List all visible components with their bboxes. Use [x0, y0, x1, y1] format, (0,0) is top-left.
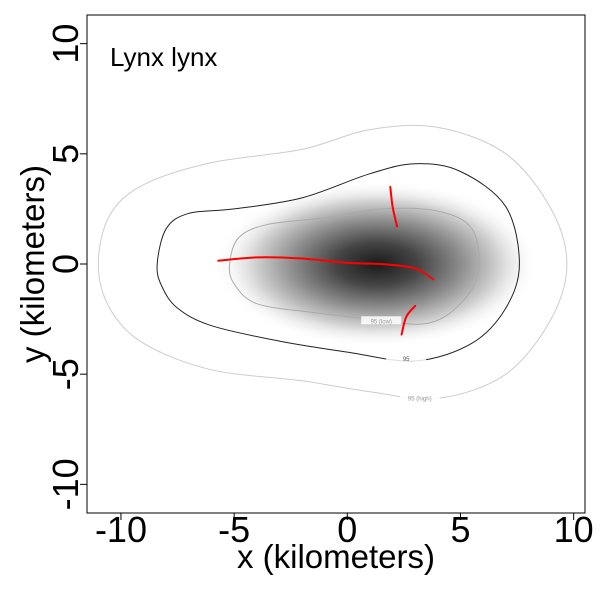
contour-label-1: 95 — [403, 357, 410, 363]
x-tick-label: -10 — [95, 509, 147, 550]
y-tick-label: -10 — [45, 458, 86, 510]
contour-line-1 — [156, 163, 520, 362]
track-line-0 — [217, 256, 435, 281]
track-line-2 — [400, 304, 417, 336]
contour-label-background — [399, 393, 440, 402]
x-tick-label: 10 — [554, 509, 594, 550]
chart-title: Lynx lynx — [110, 42, 217, 72]
plot-area-content: 95 (low) 95 95 (high) — [97, 124, 568, 402]
contour-layer: 95 (low) 95 95 (high) — [97, 124, 568, 402]
x-tick-label: 0 — [337, 509, 357, 550]
y-tick-label: -5 — [45, 358, 86, 390]
contour-label-background — [361, 316, 402, 325]
contour-line-0 — [228, 207, 480, 325]
contour-line-2 — [97, 124, 568, 400]
track-layer — [217, 185, 435, 336]
y-axis: -10 -5 0 5 10 — [45, 24, 87, 510]
contour-label-background — [386, 353, 427, 362]
x-tick-label: -5 — [218, 509, 250, 550]
track-line-1 — [389, 185, 399, 228]
x-tick-label: 5 — [450, 509, 470, 550]
contour-label-0: 95 (low) — [371, 319, 392, 325]
y-tick-label: 0 — [45, 254, 86, 274]
x-axis: -10 -5 0 5 10 — [95, 509, 594, 550]
contour-label-2: 95 (high) — [408, 396, 432, 402]
y-axis-label: y (kilometers) — [14, 165, 51, 363]
y-tick-label: 10 — [45, 24, 86, 64]
x-axis-label: x (kilometers) — [237, 538, 435, 575]
y-tick-label: 5 — [45, 144, 86, 164]
